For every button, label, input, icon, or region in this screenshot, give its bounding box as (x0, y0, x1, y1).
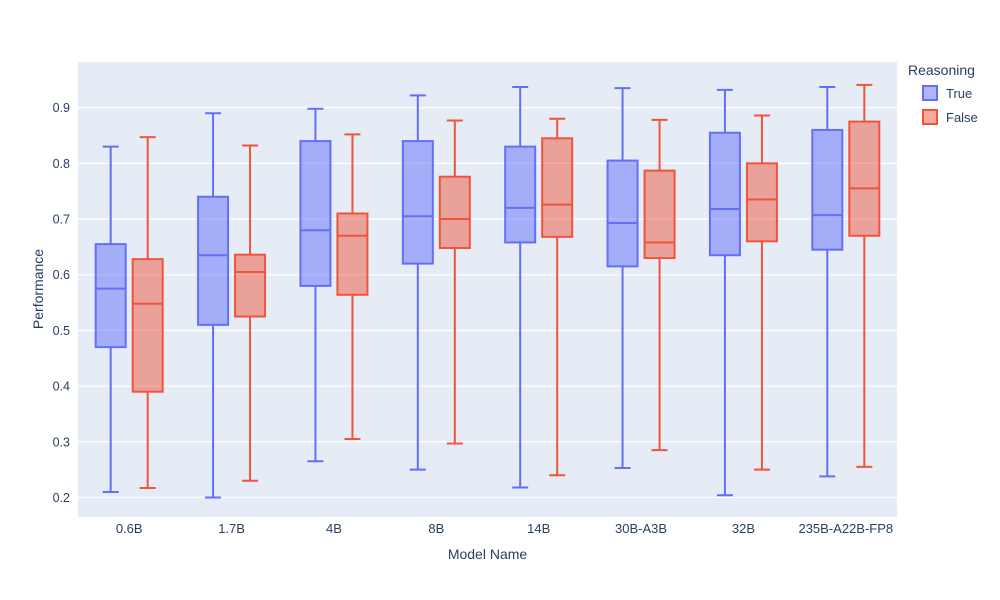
y-tick-label-0.4: 0.4 (53, 380, 70, 394)
box-rect (234, 253, 267, 318)
x-tick-label-4B: 4B (326, 521, 342, 536)
y-tick-label-0.3: 0.3 (53, 435, 70, 449)
x-tick-label-0.6B: 0.6B (116, 521, 143, 536)
y-tick-label-0.5: 0.5 (53, 324, 70, 338)
x-tick-label-30B-A3B: 30B-A3B (615, 521, 667, 536)
legend-swatch-true-icon (922, 85, 938, 101)
box-rect (708, 131, 741, 257)
box-rect (848, 120, 881, 237)
legend-label-false: False (946, 109, 978, 125)
x-tick-label-235B-A22B-FP8: 235B-A22B-FP8 (798, 521, 893, 536)
legend-item-false[interactable]: False (908, 109, 998, 125)
box-rect (811, 128, 844, 251)
box-rect (336, 212, 369, 296)
legend-title: Reasoning (908, 62, 975, 78)
x-tick-label-14B: 14B (527, 521, 550, 536)
box-true-4B[interactable] (299, 107, 332, 463)
y-tick-label-0.9: 0.9 (53, 101, 70, 115)
box-false-0.6B[interactable] (131, 136, 164, 490)
box-false-4B[interactable] (336, 133, 369, 441)
box-true-8B[interactable] (401, 94, 434, 471)
box-rect (401, 140, 434, 265)
box-false-8B[interactable] (438, 119, 471, 445)
box-false-32B[interactable] (745, 114, 778, 471)
box-true-32B[interactable] (708, 88, 741, 497)
y-tick-label-0.8: 0.8 (53, 157, 70, 171)
legend-label-true: True (946, 85, 973, 101)
box-true-235B-A22B-FP8[interactable] (811, 86, 844, 478)
box-true-14B[interactable] (504, 86, 537, 489)
box-false-14B[interactable] (541, 117, 574, 477)
box-rect (541, 137, 574, 238)
box-rect (438, 175, 471, 250)
x-tick-label-8B: 8B (428, 521, 444, 536)
box-false-30B-A3B[interactable] (643, 118, 676, 452)
box-rect (197, 195, 230, 326)
box-rect (745, 162, 778, 243)
box-rect (643, 169, 676, 260)
y-tick-label-0.7: 0.7 (53, 213, 70, 227)
y-axis-title: Performance (30, 248, 46, 330)
legend: Reasoning True False (908, 62, 998, 133)
box-rect (94, 243, 127, 349)
box-rect (299, 140, 332, 287)
box-false-235B-A22B-FP8[interactable] (848, 83, 881, 468)
box-rect (131, 258, 164, 393)
y-tick-label-0.6: 0.6 (53, 268, 70, 282)
x-axis-title: Model Name (447, 546, 528, 562)
x-tick-label-32B: 32B (732, 521, 755, 536)
x-tick-label-1.7B: 1.7B (218, 521, 245, 536)
box-true-0.6B[interactable] (94, 145, 127, 493)
legend-item-true[interactable]: True (908, 85, 998, 101)
legend-swatch-false-icon (922, 109, 938, 125)
box-false-1.7B[interactable] (234, 144, 267, 482)
box-true-30B-A3B[interactable] (606, 87, 639, 469)
box-rect (504, 145, 537, 244)
y-tick-label-0.2: 0.2 (53, 491, 70, 505)
box-rect (606, 159, 639, 268)
box-true-1.7B[interactable] (197, 112, 230, 499)
